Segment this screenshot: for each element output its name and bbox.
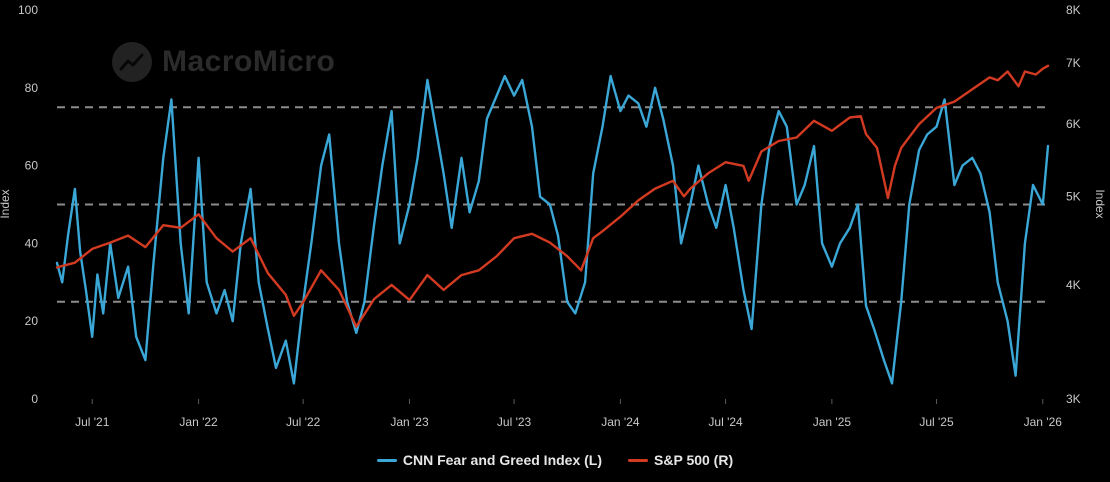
- x-tick-label: Jan '25: [813, 415, 852, 429]
- series-line-fear-greed: [55, 74, 1050, 385]
- y-right-axis-title: Index: [1093, 189, 1107, 218]
- legend-item-fear-greed[interactable]: CNN Fear and Greed Index (L): [376, 452, 603, 468]
- x-tick-label: Jan '24: [601, 415, 640, 429]
- chart-svg: 0 20 40 60 80 100 3K 4K 5K 6K 7K 8K Jul '21 Jan '22 Ju…: [0, 3, 1107, 429]
- y-right-tick-label: 6K: [1066, 117, 1081, 131]
- x-tick-label: Jul '23: [497, 415, 532, 429]
- y-left-tick-label: 20: [25, 314, 39, 328]
- y-left-tick-label: 40: [25, 236, 39, 250]
- x-tick-label: Jul '21: [75, 415, 110, 429]
- y-right-tick-label: 5K: [1066, 189, 1081, 203]
- y-left-tick-label: 60: [25, 159, 39, 173]
- y-left-tick-label: 80: [25, 81, 39, 95]
- x-tick-label: Jul '22: [286, 415, 321, 429]
- x-tick-label: Jul '25: [919, 415, 954, 429]
- y-right-tick-label: 4K: [1066, 278, 1081, 292]
- legend-label-fear-greed: CNN Fear and Greed Index (L): [402, 452, 603, 468]
- series-line-sp500: [55, 64, 1050, 328]
- y-right-tick-label: 7K: [1066, 56, 1081, 70]
- y-right-tick-label: 3K: [1066, 392, 1081, 406]
- y-right-tick-label: 8K: [1066, 3, 1081, 17]
- macromicro-logo-icon: [112, 42, 152, 82]
- x-tick-label: Jan '23: [390, 415, 429, 429]
- legend: CNN Fear and Greed Index (L) S&P 500 (R): [0, 452, 1110, 468]
- legend-label-sp500: S&P 500 (R): [654, 452, 734, 468]
- x-tick-label: Jan '26: [1024, 415, 1063, 429]
- watermark-text: MacroMicro: [162, 45, 336, 78]
- y-left-tick-label: 100: [18, 3, 38, 17]
- y-left-axis-title: Index: [0, 189, 12, 218]
- legend-swatch-fear-greed: [376, 458, 397, 462]
- legend-swatch-sp500: [628, 458, 649, 462]
- legend-item-sp500[interactable]: S&P 500 (R): [628, 452, 733, 468]
- x-tick-label: Jan '22: [179, 415, 218, 429]
- watermark: MacroMicro: [112, 42, 335, 82]
- x-tick-label: Jul '24: [708, 415, 743, 429]
- y-left-tick-label: 0: [31, 392, 38, 406]
